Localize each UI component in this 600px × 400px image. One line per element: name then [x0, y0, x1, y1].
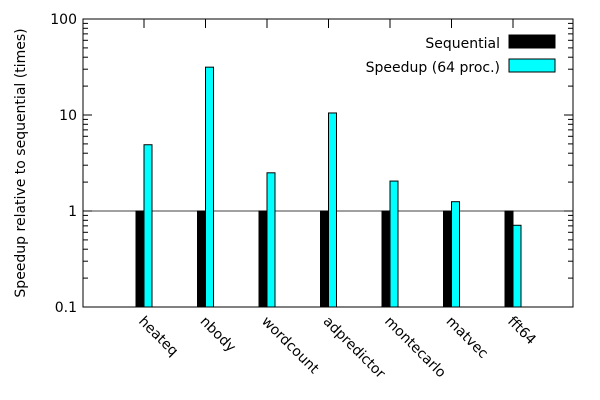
bar-sequential-montecarlo: [381, 210, 391, 308]
legend-label: Sequential: [425, 36, 500, 52]
x-tick-label-wordcount: wordcount: [258, 314, 322, 378]
bar-sequential-heateq: [135, 210, 145, 308]
x-tick-label-montecarlo: montecarlo: [381, 314, 449, 382]
bars-group: [135, 66, 522, 308]
bar-speedup-matvec: [451, 201, 460, 308]
bar-speedup-nbody: [205, 66, 214, 308]
bar-speedup-montecarlo: [389, 180, 399, 308]
bar-sequential-matvec: [443, 210, 452, 308]
legend-swatch: [508, 34, 556, 49]
y-tick-label: 1: [68, 204, 77, 220]
x-tick-label-fft64: fft64: [504, 314, 539, 349]
bar-sequential-adpredictor: [320, 210, 329, 308]
x-tick-label-nbody: nbody: [197, 314, 239, 356]
bar-sequential-wordcount: [258, 210, 268, 308]
x-tick-label-matvec: matvec: [443, 314, 491, 362]
bar-sequential-nbody: [197, 210, 206, 308]
y-tick-label: 0.1: [55, 300, 77, 316]
bar-speedup-wordcount: [266, 172, 276, 308]
y-tick-label: 10: [59, 108, 77, 124]
y-axis: 0.1 1 10 100: [50, 12, 573, 316]
legend-swatch: [508, 58, 556, 73]
bar-speedup-adpredictor: [328, 112, 337, 308]
bar-sequential-fft64: [504, 210, 514, 308]
y-tick-label: 100: [50, 12, 77, 28]
x-tick-label-heateq: heateq: [135, 314, 181, 360]
bar-speedup-heateq: [143, 144, 153, 308]
bar-speedup-fft64: [512, 224, 522, 308]
legend-label: Speedup (64 proc.): [366, 60, 500, 76]
legend: Sequential Speedup (64 proc.): [366, 34, 556, 76]
y-axis-label: Speedup relative to sequential (times): [13, 28, 29, 297]
x-tick-label-adpredictor: adpredictor: [320, 314, 389, 383]
